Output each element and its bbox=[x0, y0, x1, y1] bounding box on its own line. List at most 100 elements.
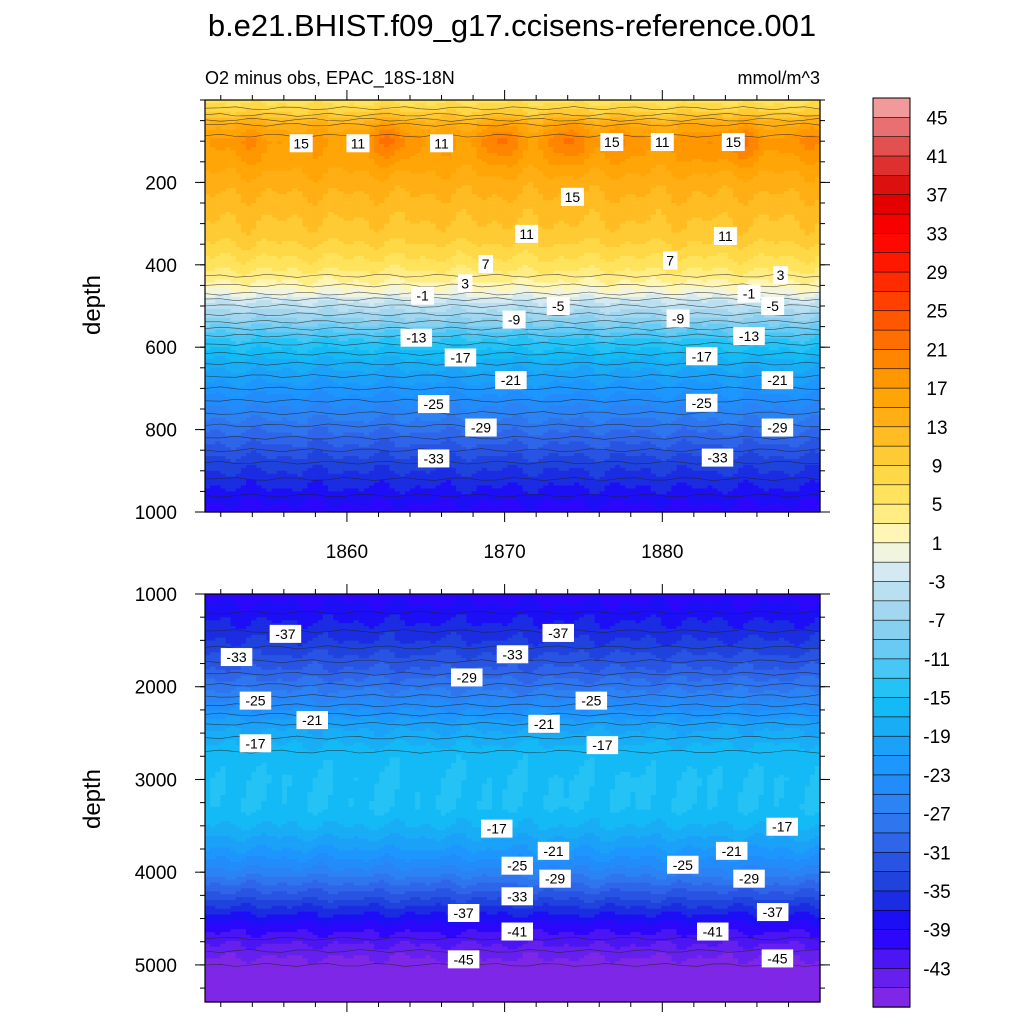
field-cell bbox=[261, 120, 268, 125]
field-cell bbox=[533, 150, 539, 154]
field-cell bbox=[507, 150, 514, 154]
field-cell bbox=[645, 117, 652, 122]
field-cell bbox=[712, 114, 719, 119]
field-cell bbox=[579, 144, 585, 148]
field-cell bbox=[656, 105, 662, 110]
field-cell bbox=[215, 102, 221, 107]
field-cell bbox=[394, 164, 401, 169]
field-cell bbox=[220, 147, 227, 151]
field-cell bbox=[399, 158, 406, 163]
field-cell bbox=[435, 161, 442, 166]
field-cell bbox=[645, 111, 652, 116]
field-cell bbox=[645, 150, 652, 154]
field-cell bbox=[230, 100, 237, 104]
field-cell bbox=[435, 114, 442, 119]
field-cell bbox=[225, 138, 232, 142]
field-cell bbox=[594, 126, 601, 131]
field-cell bbox=[568, 164, 575, 169]
field-cell bbox=[502, 114, 508, 119]
field-cell bbox=[230, 141, 237, 145]
field-cell bbox=[205, 141, 211, 145]
field-cell bbox=[620, 129, 626, 133]
field-cell bbox=[394, 135, 401, 139]
field-cell bbox=[486, 105, 493, 110]
field-cell bbox=[292, 120, 298, 125]
field-cell bbox=[553, 161, 560, 166]
field-cell bbox=[671, 167, 678, 172]
field-cell bbox=[604, 167, 611, 172]
field-cell bbox=[794, 144, 801, 148]
field-cell bbox=[717, 114, 724, 119]
field-cell bbox=[358, 164, 365, 169]
field-cell bbox=[425, 102, 432, 107]
field-cell bbox=[794, 108, 801, 113]
field-cell bbox=[430, 100, 437, 104]
field-cell bbox=[574, 161, 580, 166]
field-cell bbox=[389, 150, 396, 154]
field-cell bbox=[343, 147, 350, 151]
field-cell bbox=[507, 170, 514, 175]
field-cell bbox=[302, 117, 309, 122]
field-cell bbox=[328, 170, 334, 175]
field-cell bbox=[553, 164, 560, 169]
field-cell bbox=[404, 132, 411, 136]
field-cell bbox=[394, 147, 401, 151]
field-cell bbox=[466, 123, 473, 128]
field-cell bbox=[527, 123, 534, 128]
field-cell bbox=[338, 158, 344, 163]
field-cell bbox=[261, 108, 268, 113]
field-cell bbox=[635, 167, 642, 172]
field-cell bbox=[215, 170, 221, 175]
field-cell bbox=[348, 108, 355, 113]
field-cell bbox=[497, 144, 503, 148]
field-cell bbox=[358, 108, 365, 113]
field-cell bbox=[589, 111, 596, 116]
field-cell bbox=[343, 141, 350, 145]
field-cell bbox=[604, 150, 611, 154]
field-cell bbox=[322, 170, 329, 175]
field-cell bbox=[379, 105, 385, 110]
field-cell bbox=[635, 132, 642, 136]
field-cell bbox=[753, 117, 760, 122]
field-cell bbox=[574, 111, 580, 116]
field-cell bbox=[584, 144, 590, 148]
field-cell bbox=[502, 155, 508, 160]
field-cell bbox=[502, 152, 508, 157]
field-cell bbox=[548, 144, 555, 148]
field-cell bbox=[497, 100, 503, 104]
field-cell bbox=[256, 158, 262, 163]
field-cell bbox=[251, 164, 257, 169]
field-cell bbox=[292, 105, 298, 110]
field-cell bbox=[466, 147, 473, 151]
field-cell bbox=[374, 114, 380, 119]
field-cell bbox=[584, 155, 590, 160]
field-cell bbox=[369, 100, 375, 104]
field-cell bbox=[394, 129, 401, 133]
field-cell bbox=[799, 120, 806, 125]
field-cell bbox=[589, 150, 596, 154]
field-cell bbox=[656, 123, 662, 128]
field-cell bbox=[430, 170, 437, 175]
field-cell bbox=[502, 117, 508, 122]
field-cell bbox=[276, 123, 283, 128]
field-cell bbox=[205, 155, 211, 160]
field-cell bbox=[625, 141, 631, 145]
field-cell bbox=[317, 123, 324, 128]
field-cell bbox=[322, 150, 329, 154]
field-cell bbox=[563, 144, 570, 148]
field-cell bbox=[322, 102, 329, 107]
field-cell bbox=[773, 161, 780, 166]
field-cell bbox=[809, 111, 816, 116]
field-cell bbox=[297, 123, 303, 128]
field-cell bbox=[625, 170, 631, 175]
field-cell bbox=[538, 164, 544, 169]
field-cell bbox=[404, 120, 411, 125]
field-cell bbox=[635, 111, 642, 116]
field-cell bbox=[763, 158, 770, 163]
field-cell bbox=[625, 158, 631, 163]
field-cell bbox=[343, 152, 350, 157]
field-cell bbox=[317, 167, 324, 172]
field-cell bbox=[384, 117, 391, 122]
field-cell bbox=[594, 161, 601, 166]
field-cell bbox=[302, 132, 309, 136]
